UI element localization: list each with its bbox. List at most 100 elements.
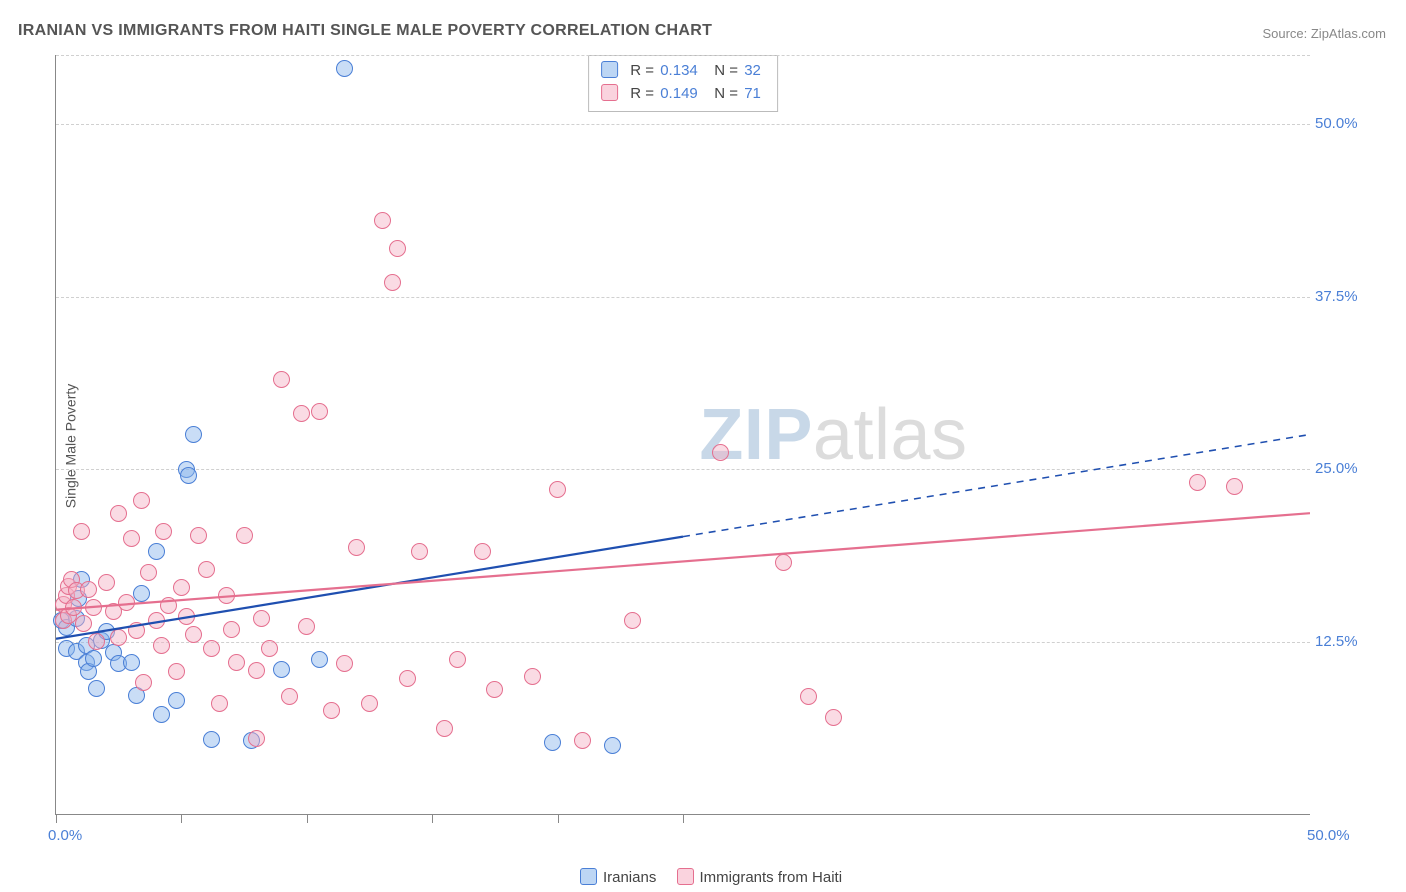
data-point-b (75, 615, 92, 632)
data-point-a (88, 680, 105, 697)
data-point-b (168, 663, 185, 680)
data-point-b (574, 732, 591, 749)
data-point-b (486, 681, 503, 698)
data-point-b (73, 523, 90, 540)
data-point-b (153, 637, 170, 654)
series-legend: Iranians Immigrants from Haiti (0, 868, 1406, 886)
watermark: ZIPatlas (699, 394, 967, 476)
x-tick (181, 814, 182, 823)
data-point-b (361, 695, 378, 712)
gridline (56, 55, 1310, 56)
data-point-b (1226, 478, 1243, 495)
data-point-b (110, 505, 127, 522)
data-point-b (173, 579, 190, 596)
legend-bottom-swatch-a (580, 868, 597, 885)
y-tick-label: 37.5% (1315, 288, 1370, 305)
legend-row-b: R = 0.149 N = 71 (601, 83, 765, 106)
data-point-b (273, 371, 290, 388)
source-attribution: Source: ZipAtlas.com (1262, 26, 1386, 41)
data-point-b (160, 597, 177, 614)
data-point-b (293, 405, 310, 422)
data-point-b (228, 654, 245, 671)
chart-title: IRANIAN VS IMMIGRANTS FROM HAITI SINGLE … (18, 22, 712, 40)
data-point-b (323, 702, 340, 719)
data-point-a (133, 585, 150, 602)
data-point-b (98, 574, 115, 591)
data-point-a (168, 692, 185, 709)
data-point-b (85, 599, 102, 616)
gridline (56, 297, 1310, 298)
data-point-b (374, 212, 391, 229)
data-point-b (110, 629, 127, 646)
legend-bottom-label-b: Immigrants from Haiti (700, 869, 843, 886)
watermark-bold: ZIP (699, 395, 813, 475)
x-tick (307, 814, 308, 823)
legend-swatch-b (601, 84, 618, 101)
data-point-b (384, 274, 401, 291)
data-point-a (604, 737, 621, 754)
data-point-b (155, 523, 172, 540)
data-point-a (185, 426, 202, 443)
data-point-b (825, 709, 842, 726)
trendline-extrapolated-a (683, 435, 1310, 537)
chart-container: IRANIAN VS IMMIGRANTS FROM HAITI SINGLE … (0, 0, 1406, 892)
watermark-light: atlas (813, 395, 968, 475)
data-point-b (281, 688, 298, 705)
source-name: ZipAtlas.com (1311, 26, 1386, 41)
data-point-b (248, 662, 265, 679)
legend-n-key-a: N = (714, 62, 742, 79)
data-point-a (203, 731, 220, 748)
data-point-b (80, 581, 97, 598)
data-point-b (198, 561, 215, 578)
data-point-b (449, 651, 466, 668)
data-point-a (153, 706, 170, 723)
data-point-b (133, 492, 150, 509)
x-tick (432, 814, 433, 823)
legend-bottom-label-a: Iranians (603, 869, 656, 886)
data-point-b (389, 240, 406, 257)
x-max-label: 50.0% (1307, 827, 1362, 844)
legend-r-key-a: R = (630, 62, 658, 79)
gridline (56, 469, 1310, 470)
legend-row-a: R = 0.134 N = 32 (601, 60, 765, 83)
data-point-b (190, 527, 207, 544)
data-point-a (148, 543, 165, 560)
x-tick (558, 814, 559, 823)
data-point-b (140, 564, 157, 581)
data-point-a (85, 650, 102, 667)
y-tick-label: 25.0% (1315, 460, 1370, 477)
data-point-b (248, 730, 265, 747)
data-point-b (399, 670, 416, 687)
data-point-b (298, 618, 315, 635)
data-point-b (65, 599, 82, 616)
legend-bottom-swatch-b (677, 868, 694, 885)
data-point-b (88, 633, 105, 650)
data-point-a (311, 651, 328, 668)
data-point-b (712, 444, 729, 461)
data-point-b (253, 610, 270, 627)
y-tick-label: 50.0% (1315, 115, 1370, 132)
data-point-b (800, 688, 817, 705)
data-point-b (118, 594, 135, 611)
source-prefix: Source: (1262, 26, 1310, 41)
data-point-b (474, 543, 491, 560)
data-point-a (336, 60, 353, 77)
data-point-b (148, 612, 165, 629)
data-point-b (348, 539, 365, 556)
x-tick (683, 814, 684, 823)
data-point-b (203, 640, 220, 657)
trend-overlay (56, 55, 1310, 814)
legend-r-key-b: R = (630, 85, 658, 102)
data-point-a (273, 661, 290, 678)
data-point-a (180, 467, 197, 484)
legend-r-val-b: 0.149 (658, 85, 702, 102)
data-point-b (128, 622, 145, 639)
x-min-label: 0.0% (48, 827, 82, 844)
data-point-b (775, 554, 792, 571)
data-point-b (123, 530, 140, 547)
plot-area: ZIPatlas R = 0.134 N = 32 R = 0.149 N = … (55, 55, 1310, 815)
data-point-b (135, 674, 152, 691)
data-point-b (218, 587, 235, 604)
legend-swatch-a (601, 61, 618, 78)
data-point-b (411, 543, 428, 560)
